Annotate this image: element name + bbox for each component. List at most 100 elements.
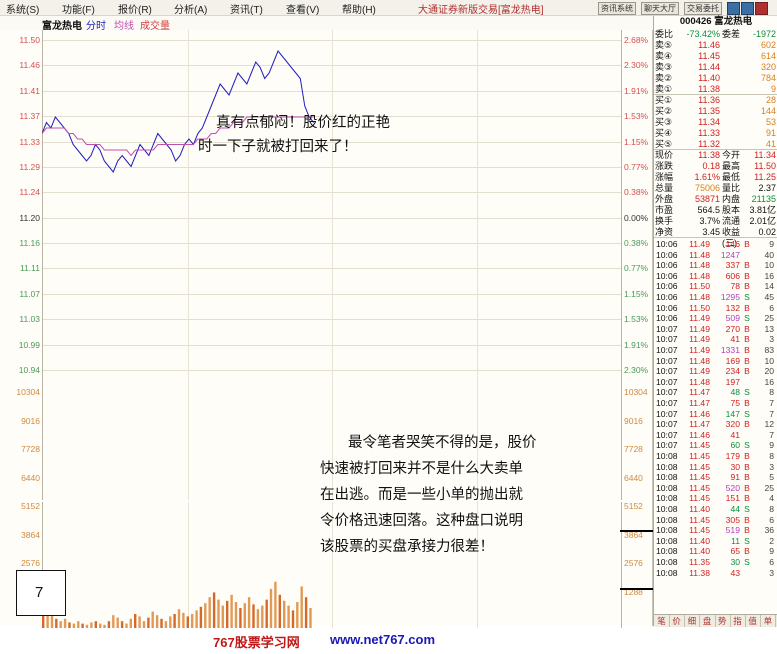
tick-row[interactable]: 10:0711.46417	[654, 430, 777, 441]
bid-row[interactable]: 买①11.3628	[654, 95, 777, 106]
info-system-button[interactable]: 资讯系统	[598, 2, 636, 15]
tick-cell: 10	[752, 260, 774, 271]
close-button[interactable]	[755, 2, 768, 15]
tick-cell: 11.48	[680, 292, 710, 303]
tick-row[interactable]: 10:0611.48337B10	[654, 260, 777, 271]
tick-row[interactable]: 10:0711.4748S8	[654, 387, 777, 398]
quote-tab-3[interactable]: 盘	[700, 615, 716, 627]
quote-tab-2[interactable]: 细	[684, 615, 700, 627]
tick-row[interactable]: 10:0811.3530S6	[654, 557, 777, 568]
tick-row[interactable]: 10:0811.4065B9	[654, 546, 777, 557]
ask-row[interactable]: 卖②11.40784	[654, 73, 777, 84]
volume-bar	[279, 595, 281, 632]
tick-row[interactable]: 10:0611.48124740	[654, 250, 777, 261]
menu-help[interactable]: 帮助(H)	[342, 1, 376, 16]
stat-cell: 量比	[722, 183, 744, 194]
value2: 144	[742, 106, 776, 117]
tick-cell: 10:06	[656, 313, 682, 324]
quote-tab-0[interactable]: 笔	[654, 615, 670, 627]
tick-cell: 10:08	[656, 515, 682, 526]
tick-row[interactable]: 10:0711.491331B83	[654, 345, 777, 356]
tick-row[interactable]: 10:0711.48169B10	[654, 356, 777, 367]
tick-row[interactable]: 10:0611.49509S25	[654, 313, 777, 324]
tick-cell: 10:07	[656, 324, 682, 335]
tick-cell: 25	[752, 483, 774, 494]
tick-row[interactable]: 10:0711.49270B13	[654, 324, 777, 335]
tick-cell: 10:08	[656, 493, 682, 504]
tick-row[interactable]: 10:0811.4011S2	[654, 536, 777, 547]
price-tick: 11.41	[0, 87, 40, 96]
tick-row[interactable]: 10:0711.4941B3	[654, 334, 777, 345]
bid-row[interactable]: 买④11.3391	[654, 128, 777, 139]
tick-row[interactable]: 10:0811.38433	[654, 568, 777, 579]
tick-row[interactable]: 10:0611.50132B6	[654, 303, 777, 314]
stat-cell: 2.37	[742, 183, 776, 194]
menu-view[interactable]: 查看(V)	[286, 1, 319, 16]
menu-analysis[interactable]: 分析(A)	[174, 1, 207, 16]
menu-quote[interactable]: 报价(R)	[118, 1, 152, 16]
bid-row[interactable]: 买②11.35144	[654, 106, 777, 117]
stat-cell: 1.61%	[680, 172, 720, 183]
ask-row[interactable]: 卖④11.45614	[654, 51, 777, 62]
tick-row[interactable]: 10:0811.4530B3	[654, 462, 777, 473]
maximize-button[interactable]	[741, 2, 754, 15]
quote-tab-4[interactable]: 势	[715, 615, 731, 627]
weibi-row[interactable]: 委比-73.42%委差-1972	[654, 29, 777, 40]
label: 买②	[655, 106, 681, 117]
menu-system[interactable]: 系统(S)	[6, 1, 39, 16]
stat-row: 现价11.38今开11.34	[654, 150, 777, 161]
stat-cell: 53871	[680, 194, 720, 205]
tick-row[interactable]: 10:0711.4819716	[654, 377, 777, 388]
stock-code-name: 000426 富龙热电	[654, 16, 777, 28]
quote-tab-7[interactable]: 单	[760, 615, 776, 627]
tick-cell: 10:08	[656, 504, 682, 515]
tick-cell: 197	[712, 377, 740, 388]
tick-cell: 520	[712, 483, 740, 494]
label: 委比	[655, 29, 681, 40]
tick-cell: 65	[712, 546, 740, 557]
tick-row[interactable]: 10:0711.4560S9	[654, 440, 777, 451]
stat-row: 涨跌0.18最高11.50	[654, 161, 777, 172]
tick-row[interactable]: 10:0811.45179B8	[654, 451, 777, 462]
tick-row[interactable]: 10:0611.481295S45	[654, 292, 777, 303]
bid-row[interactable]: 买③11.3453	[654, 117, 777, 128]
quote-tab-1[interactable]: 价	[669, 615, 685, 627]
tick-row[interactable]: 10:0811.4591B5	[654, 472, 777, 483]
volume-bar	[270, 589, 272, 632]
tick-row[interactable]: 10:0611.49146B9	[654, 239, 777, 250]
quote-tab-5[interactable]: 指	[730, 615, 746, 627]
annotation-2-line-1: 最令笔者哭笑不得的是，股价	[348, 432, 537, 455]
tick-cell: 8	[752, 387, 774, 398]
menu-info[interactable]: 资讯(T)	[230, 1, 263, 16]
tick-row[interactable]: 10:0611.48606B16	[654, 271, 777, 282]
quote-tab-6[interactable]: 值	[745, 615, 761, 627]
tick-row[interactable]: 10:0611.5078B14	[654, 281, 777, 292]
ask-row[interactable]: 卖⑤11.46602	[654, 40, 777, 51]
chat-hall-button[interactable]: 聊天大厅	[641, 2, 679, 15]
tick-cell: 234	[712, 366, 740, 377]
tick-row[interactable]: 10:0811.45519B36	[654, 525, 777, 536]
tick-row[interactable]: 10:0811.4044S8	[654, 504, 777, 515]
tick-row[interactable]: 10:0711.47320B12	[654, 419, 777, 430]
tick-cell: 91	[712, 472, 740, 483]
menu-function[interactable]: 功能(F)	[62, 1, 95, 16]
tick-cell: 11.50	[680, 303, 710, 314]
tick-row[interactable]: 10:0711.4775B7	[654, 398, 777, 409]
tick-row[interactable]: 10:0811.45305B6	[654, 515, 777, 526]
tick-cell: 10:07	[656, 366, 682, 377]
tick-row[interactable]: 10:0811.45520B25	[654, 483, 777, 494]
tick-cell: 11.49	[680, 324, 710, 335]
tick-row[interactable]: 10:0711.49234B20	[654, 366, 777, 377]
ask-row[interactable]: 卖③11.44320	[654, 62, 777, 73]
tick-row[interactable]: 10:0711.46147S7	[654, 409, 777, 420]
volume-tick: 10304	[0, 388, 40, 397]
tick-cell: 11.45	[680, 472, 710, 483]
minimize-button[interactable]	[727, 2, 740, 15]
quote-panel[interactable]: 000426 富龙热电 委比-73.42%委差-1972卖⑤11.46602卖④…	[653, 16, 777, 626]
tick-cell: 337	[712, 260, 740, 271]
tick-cell: 6	[752, 557, 774, 568]
tick-cell: 11.45	[680, 451, 710, 462]
tick-row[interactable]: 10:0811.45151B4	[654, 493, 777, 504]
quote-tab-bar[interactable]: 笔价细盘势指值单	[654, 614, 777, 627]
trade-order-button[interactable]: 交易委托	[684, 2, 722, 15]
